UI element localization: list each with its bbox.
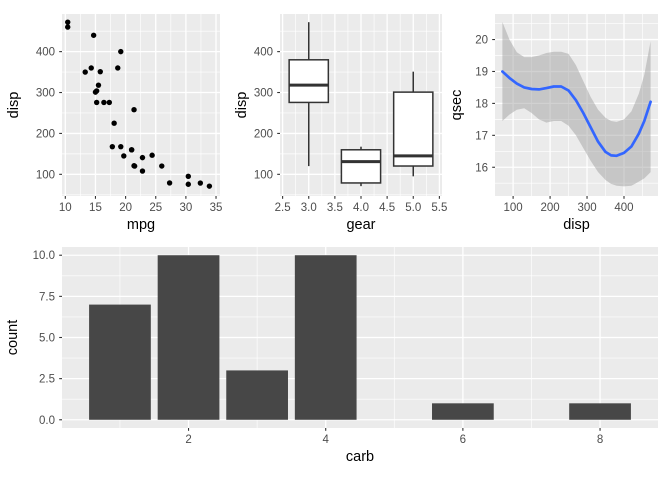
scatter-plot-svg: 10 15 20 25 30 35 100 200 300 400 mpg disp — [6, 14, 223, 233]
y-tick-label: 200 — [254, 128, 273, 140]
x-tick-label: 400 — [614, 202, 633, 214]
data-point — [106, 99, 113, 106]
x-tick-label: 8 — [597, 434, 603, 446]
data-point — [118, 48, 124, 55]
y-tick-label: 18 — [475, 98, 488, 110]
bar — [226, 370, 288, 420]
data-point — [97, 68, 103, 75]
x-tick-label: 30 — [179, 202, 192, 214]
data-point — [109, 143, 116, 150]
y-tick-label: 300 — [254, 88, 273, 100]
data-point — [139, 168, 146, 174]
confidence-ribbon — [502, 22, 651, 187]
x-tick-label: 4 — [323, 434, 330, 446]
x-tick-label: 6 — [460, 434, 466, 446]
data-point — [115, 65, 121, 71]
y-tick-label: 400 — [254, 47, 273, 59]
data-point — [111, 120, 117, 126]
data-point — [206, 183, 213, 189]
data-point — [65, 24, 71, 30]
x-tick-label: 5.0 — [405, 202, 421, 214]
x-tick-label: 25 — [149, 202, 162, 214]
data-point — [185, 173, 191, 180]
panel-background — [495, 14, 658, 196]
panel-scatter-disp-vs-mpg: 10 15 20 25 30 35 100 200 300 400 mpg disp — [0, 0, 228, 235]
data-point — [149, 152, 155, 158]
y-tick-label: 19 — [475, 66, 488, 78]
data-point — [118, 143, 124, 150]
bar — [432, 403, 494, 420]
panel-smooth-qsec-vs-disp: 100 200 300 400 16 17 18 19 20 disp qsec — [450, 0, 672, 235]
y-tick-label: 2.5 — [39, 374, 55, 386]
x-tick-label: 15 — [89, 202, 102, 214]
data-point — [88, 65, 94, 71]
data-point — [131, 163, 137, 169]
panel-bar-count-by-carb: 2 4 6 8 0.0 2.5 5.0 7.5 10.0 carb count — [0, 235, 672, 480]
y-tick-label: 300 — [36, 88, 55, 100]
x-tick-label: 4.5 — [379, 202, 395, 214]
data-point — [90, 32, 97, 38]
data-point — [65, 19, 71, 25]
panel-boxplot-disp-by-gear: 2.5 3.0 3.5 4.0 4.5 5.0 5.5 100 200 300 400 gear dis… — [228, 0, 450, 235]
x-axis-title: disp — [563, 217, 590, 233]
data-point — [82, 69, 88, 75]
data-point — [131, 107, 137, 113]
bar — [89, 304, 151, 420]
x-tick-label: 35 — [210, 202, 223, 214]
data-point — [128, 147, 135, 153]
x-tick-label: 2.5 — [275, 202, 291, 214]
y-tick-label: 20 — [475, 35, 488, 47]
box — [288, 59, 330, 104]
data-point — [95, 82, 102, 88]
panel-background — [62, 14, 220, 196]
y-axis-title: disp — [234, 92, 250, 119]
data-point — [92, 89, 99, 95]
x-axis-title: carb — [346, 449, 374, 465]
x-tick-label: 3.0 — [301, 202, 317, 214]
y-tick-label: 0.0 — [39, 415, 55, 427]
smooth-line — [501, 70, 652, 158]
y-tick-label: 17 — [475, 130, 488, 142]
data-point — [101, 99, 107, 106]
x-axis-title: gear — [346, 217, 375, 233]
y-tick-label: 100 — [36, 169, 55, 181]
x-tick-label: 20 — [119, 202, 132, 214]
y-tick-label: 200 — [36, 128, 55, 140]
smooth-plot-svg: 100 200 300 400 16 17 18 19 20 disp qsec — [450, 14, 658, 233]
box — [340, 149, 382, 184]
data-point — [159, 163, 165, 169]
x-tick-label: 100 — [504, 202, 523, 214]
y-axis-title: qsec — [450, 90, 465, 121]
x-tick-label: 300 — [577, 202, 596, 214]
x-tick-label: 4.0 — [353, 202, 369, 214]
x-tick-label: 3.5 — [327, 202, 343, 214]
y-tick-label: 100 — [254, 169, 273, 181]
x-tick-label: 5.5 — [431, 202, 447, 214]
bar — [294, 255, 357, 420]
x-tick-label: 2 — [185, 434, 191, 446]
y-tick-label: 5.0 — [39, 333, 55, 345]
y-tick-label: 16 — [475, 162, 488, 174]
data-point — [185, 181, 191, 187]
boxplot-svg: 2.5 3.0 3.5 4.0 4.5 5.0 5.5 100 200 300 400 gear dis… — [234, 14, 447, 233]
data-point — [121, 153, 127, 159]
y-tick-label: 10.0 — [33, 250, 55, 262]
x-axis-title: mpg — [127, 217, 155, 233]
bar-chart-svg: 2 4 6 8 0.0 2.5 5.0 7.5 10.0 carb count — [5, 247, 658, 465]
data-point — [166, 180, 173, 186]
y-axis-title: disp — [6, 92, 22, 119]
x-tick-label: 10 — [59, 202, 72, 214]
box — [392, 91, 434, 167]
bar — [569, 403, 631, 420]
x-tick-label: 200 — [540, 202, 559, 214]
y-axis-title: count — [5, 320, 21, 355]
data-point — [139, 154, 146, 161]
y-tick-label: 400 — [36, 47, 55, 59]
bar — [157, 255, 220, 420]
y-tick-label: 7.5 — [39, 291, 55, 303]
data-point — [93, 99, 100, 106]
data-point — [197, 180, 204, 186]
